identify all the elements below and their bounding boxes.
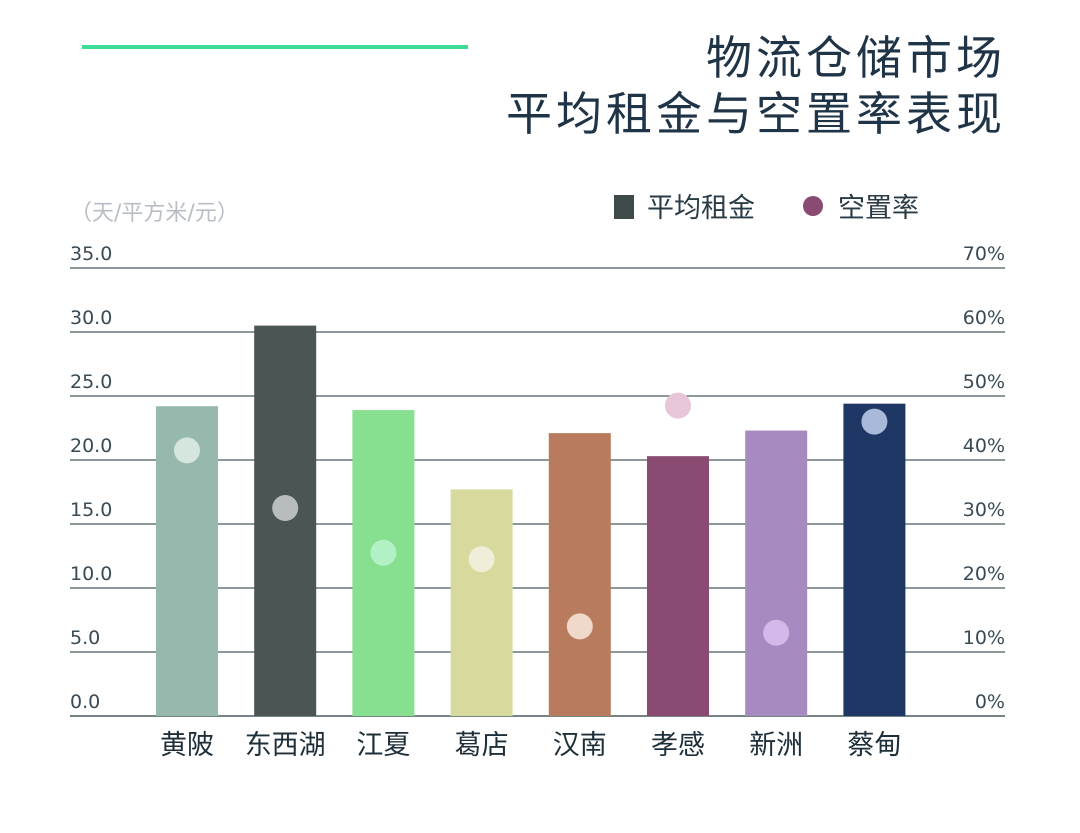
left-tick-label: 10.0: [70, 563, 112, 585]
legend-vacancy-swatch: [803, 196, 823, 216]
accent-line: [82, 45, 468, 49]
dot-vacancy: [861, 408, 888, 435]
dot-vacancy: [370, 539, 397, 566]
left-axis-unit: （天/平方米/元）: [70, 201, 239, 226]
category-label: 蔡甸: [847, 730, 901, 761]
dot-vacancy: [566, 613, 593, 640]
legend-vacancy-label: 空置率: [838, 193, 919, 224]
dot-vacancy: [272, 495, 299, 521]
dot-vacancy: [174, 437, 200, 464]
left-tick-label: 30.0: [70, 307, 112, 329]
right-tick-label: 60%: [963, 307, 1005, 329]
category-label: 新洲: [749, 730, 803, 761]
left-tick-label: 20.0: [70, 435, 112, 457]
category-label: 葛店: [455, 730, 509, 761]
right-tick-label: 40%: [963, 435, 1005, 457]
right-tick-label: 50%: [963, 371, 1005, 393]
left-tick-label: 25.0: [70, 371, 112, 393]
category-label: 东西湖: [245, 730, 326, 761]
category-label: 孝感: [651, 730, 705, 761]
legend-rent-label: 平均租金: [647, 193, 755, 224]
category-label: 江夏: [356, 730, 410, 761]
right-tick-label: 70%: [963, 243, 1005, 265]
category-label: 黄陂: [160, 730, 214, 761]
bar-rent: [647, 456, 709, 716]
legend-rent-swatch: [614, 195, 634, 219]
bar-rent: [843, 403, 906, 716]
dot-vacancy: [763, 619, 790, 646]
title-line-1: 物流仓储市场: [706, 31, 1006, 85]
right-tick-label: 30%: [963, 499, 1005, 521]
bar-rent: [450, 489, 513, 716]
right-tick-label: 20%: [963, 563, 1005, 585]
right-tick-label: 10%: [963, 627, 1005, 649]
left-tick-label: 5.0: [70, 627, 100, 649]
bar-rent: [745, 430, 808, 716]
bar-rent: [548, 433, 611, 716]
category-label: 汉南: [553, 730, 607, 761]
dot-vacancy: [665, 392, 691, 419]
left-tick-label: 0.0: [70, 691, 100, 713]
right-tick-label: 0%: [975, 691, 1005, 713]
dot-vacancy: [468, 546, 495, 573]
chart-title: 物流仓储市场 平均租金与空置率表现: [506, 30, 1006, 142]
left-tick-label: 15.0: [70, 499, 112, 521]
left-tick-label: 35.0: [70, 243, 112, 265]
title-line-2: 平均租金与空置率表现: [506, 87, 1006, 141]
